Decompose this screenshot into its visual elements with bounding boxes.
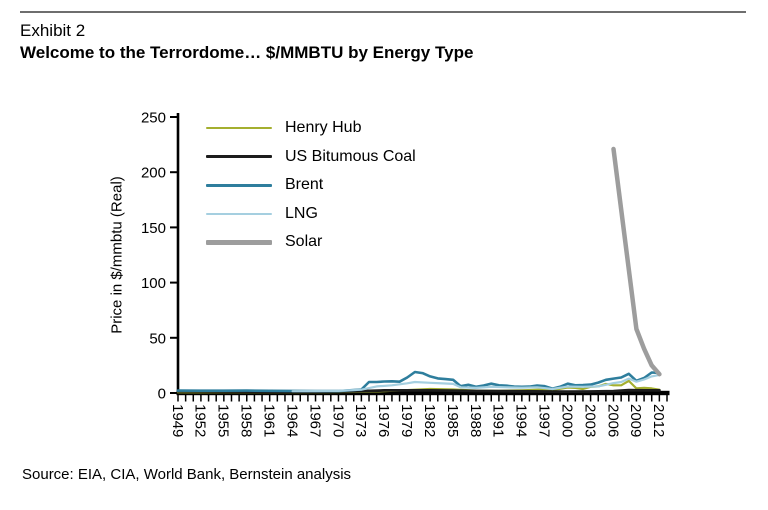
x-tick-label: 1967	[306, 404, 323, 437]
y-tick-label: 100	[141, 275, 166, 292]
x-tick-label: 1958	[238, 404, 255, 437]
legend-item-henry-hub: Henry Hub	[206, 114, 416, 143]
y-tick-label: 250	[141, 110, 166, 127]
x-tick-label: 2009	[627, 404, 644, 437]
legend-label-brent: Brent	[285, 176, 324, 194]
x-tick-label: 1982	[421, 404, 438, 437]
x-tick-label: 1949	[169, 404, 186, 437]
x-tick-label: 1985	[444, 404, 461, 437]
legend-label-us-bitumous-coal: US Bitumous Coal	[285, 147, 416, 165]
source-note: Source: EIA, CIA, World Bank, Bernstein …	[22, 466, 352, 483]
exhibit-label: Exhibit 2	[20, 21, 86, 40]
x-tick-label: 1955	[215, 404, 232, 437]
legend-item-us-bitumous-coal: US Bitumous Coal	[206, 143, 416, 172]
legend-item-brent: Brent	[206, 171, 416, 200]
legend-label-solar: Solar	[285, 233, 323, 251]
legend-label-lng: LNG	[285, 204, 318, 222]
x-axis	[176, 390, 670, 396]
y-tick-label: 0	[158, 386, 166, 403]
x-tick-label: 1988	[467, 404, 484, 437]
series-line-lng	[291, 373, 661, 393]
x-tick-label: 1970	[329, 404, 346, 437]
legend-swatch-henry-hub	[206, 127, 272, 130]
y-tick-label: 200	[141, 165, 166, 182]
legend-swatch-solar	[206, 240, 272, 245]
legend-item-solar: Solar	[206, 228, 416, 257]
chart-title: Welcome to the Terrordome… $/MMBTU by En…	[20, 43, 474, 62]
y-tick-label: 150	[141, 220, 166, 237]
x-tick-label: 1976	[375, 404, 392, 437]
x-tick-label: 1979	[398, 404, 415, 437]
top-rule	[20, 11, 746, 13]
x-tick-label: 1973	[352, 404, 369, 437]
x-tick-label: 1961	[260, 404, 277, 437]
x-tick-label: 2006	[604, 404, 621, 437]
x-tick-label: 1964	[283, 404, 300, 437]
y-axis-title: Price in $/mmbtu (Real)	[108, 176, 126, 334]
x-tick-label: 1952	[192, 404, 209, 437]
legend-swatch-lng	[206, 212, 272, 215]
x-tick-label: 2000	[558, 404, 575, 437]
x-tick-label: 1991	[490, 404, 507, 437]
legend-swatch-brent	[206, 183, 272, 187]
legend-item-lng: LNG	[206, 200, 416, 229]
x-tick-label: 2003	[581, 404, 598, 437]
series-line-solar	[611, 146, 662, 377]
x-tick-label: 1997	[536, 404, 553, 437]
x-tick-label: 2012	[650, 404, 667, 437]
legend: Henry Hub US Bitumous Coal Brent LNG Solar	[206, 114, 416, 257]
legend-label-henry-hub: Henry Hub	[285, 119, 362, 137]
legend-swatch-us-bitumous-coal	[206, 155, 272, 159]
x-tick-label: 1994	[513, 404, 530, 437]
y-tick-label: 50	[149, 330, 166, 347]
